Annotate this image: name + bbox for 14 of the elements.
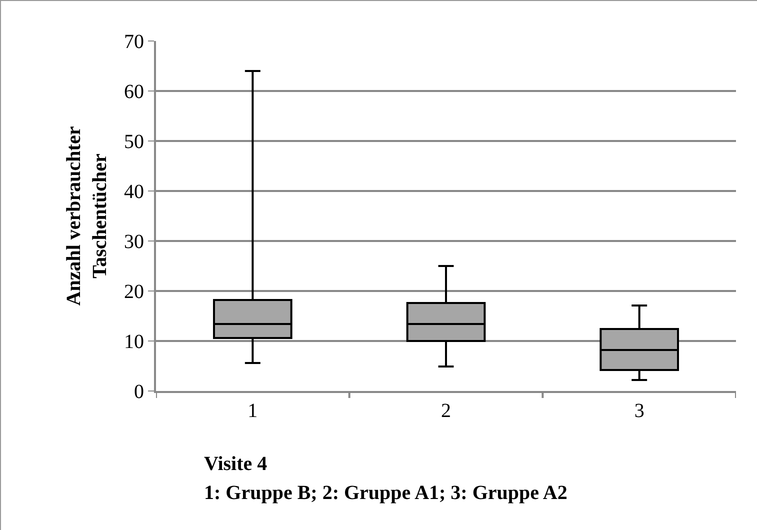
y-tick-label: 60 bbox=[124, 81, 144, 103]
y-tick-label: 20 bbox=[124, 281, 144, 303]
y-tick-label: 50 bbox=[124, 131, 144, 153]
y-tick-label: 40 bbox=[124, 181, 144, 203]
y-tick-label: 0 bbox=[134, 381, 144, 403]
x-tick-label: 2 bbox=[441, 400, 451, 422]
y-tick-label: 70 bbox=[124, 31, 144, 53]
text: 1: Gruppe B; 2: Gruppe A1; 3: Gruppe A2 bbox=[204, 482, 568, 504]
y-axis-title: Anzahl verbrauchter Taschentücher bbox=[63, 126, 111, 306]
y-tick-label: 10 bbox=[124, 331, 144, 353]
x-tick-label: 3 bbox=[634, 400, 644, 422]
y-tick-label: 30 bbox=[124, 231, 144, 253]
x-tick-label: 1 bbox=[248, 400, 258, 422]
text: Visite 4 bbox=[204, 453, 268, 475]
